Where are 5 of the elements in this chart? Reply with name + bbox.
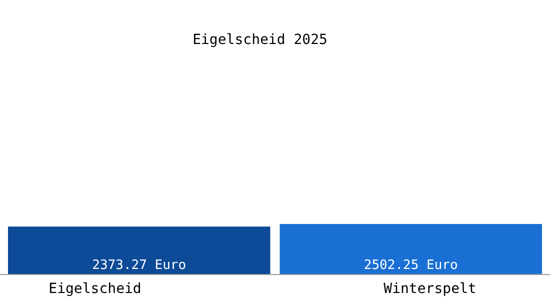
chart-title: Eigelscheid 2025 (192, 32, 328, 48)
x-tick-label: Eigelscheid (48, 281, 142, 297)
data-label: 2373.27 Euro (92, 258, 186, 273)
x-tick-label: Winterspelt (384, 281, 476, 297)
data-label: 2502.25 Euro (364, 258, 458, 273)
